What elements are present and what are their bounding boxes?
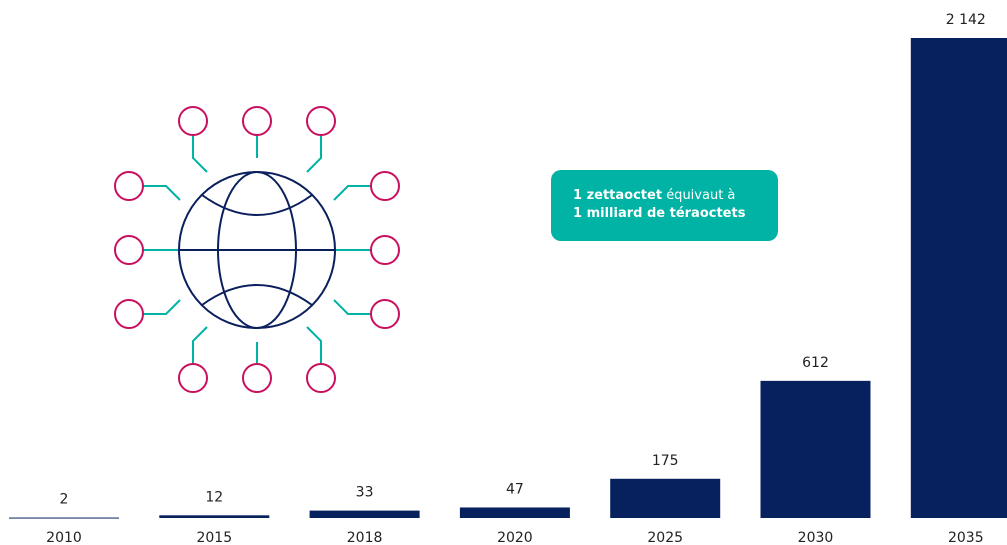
bar	[610, 478, 721, 518]
x-tick-label: 2025	[647, 530, 683, 545]
bar	[910, 38, 1007, 518]
x-tick-label: 2010	[46, 530, 82, 545]
value-label: 612	[802, 355, 829, 371]
x-tick-label: 2035	[948, 530, 984, 545]
value-label: 2	[60, 492, 69, 508]
annotation: 1 zettaoctet équivaut à 1 milliard de té…	[551, 170, 778, 241]
value-label: 12	[205, 489, 223, 505]
value-label: 175	[652, 453, 679, 469]
annotation-text: équivaut à	[666, 188, 736, 203]
bar	[459, 507, 570, 518]
annotation-bold: 1 zettaoctet	[573, 188, 663, 203]
x-tick-label: 2018	[347, 530, 383, 545]
bar	[9, 517, 119, 519]
bar	[309, 510, 420, 518]
bar	[159, 515, 270, 518]
value-label: 47	[506, 481, 524, 497]
x-tick-label: 2030	[798, 530, 834, 545]
value-label: 2 142	[946, 12, 986, 28]
x-tick-label: 2015	[196, 530, 232, 545]
bar	[760, 380, 871, 518]
value-label: 33	[356, 485, 374, 501]
globe-icon	[114, 106, 400, 393]
annotation-bold: 1 milliard de téraoctets	[573, 206, 746, 221]
x-tick-label: 2020	[497, 530, 533, 545]
